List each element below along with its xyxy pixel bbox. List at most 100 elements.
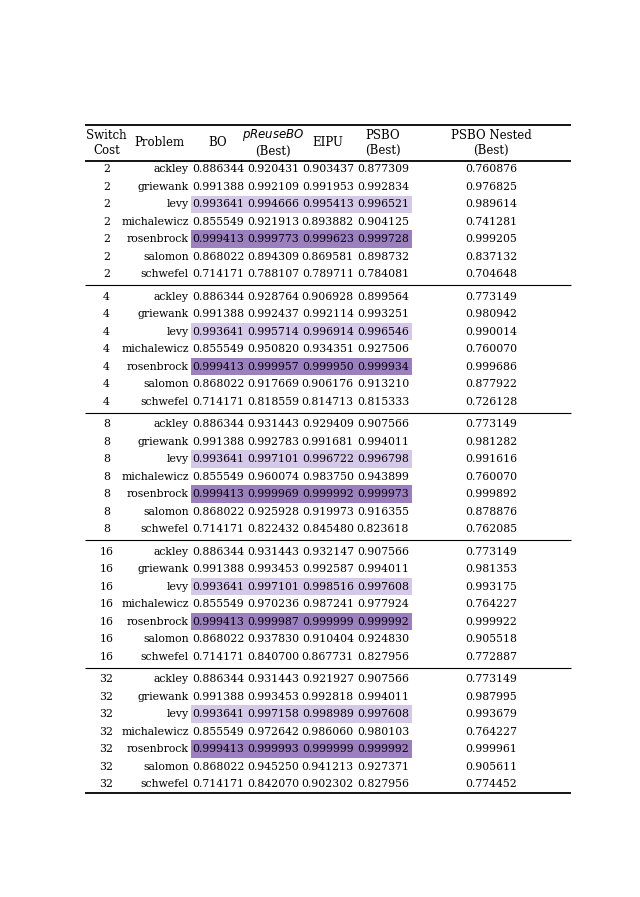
Text: Switch
Cost: Switch Cost [86, 129, 127, 157]
Text: 0.760070: 0.760070 [465, 472, 517, 482]
Text: schwefel: schwefel [141, 651, 189, 662]
Text: 0.991388: 0.991388 [192, 182, 244, 192]
Text: 0.855549: 0.855549 [192, 727, 244, 736]
Text: 0.992114: 0.992114 [301, 309, 354, 319]
Text: 8: 8 [103, 507, 110, 517]
Text: 0.945250: 0.945250 [248, 762, 300, 771]
Text: 4: 4 [103, 327, 110, 336]
Text: 0.925928: 0.925928 [247, 507, 300, 517]
Text: 0.714171: 0.714171 [192, 779, 244, 789]
Text: michalewicz: michalewicz [122, 344, 189, 354]
Text: 32: 32 [99, 710, 113, 719]
Text: 0.774452: 0.774452 [465, 779, 517, 789]
Text: 0.993641: 0.993641 [192, 199, 244, 209]
Text: 0.704648: 0.704648 [465, 269, 517, 279]
Text: michalewicz: michalewicz [122, 599, 189, 609]
Text: 0.934351: 0.934351 [301, 344, 354, 354]
Bar [191, 578, 245, 596]
Text: 0.840700: 0.840700 [247, 651, 300, 662]
Text: 0.837132: 0.837132 [465, 252, 518, 262]
Text: 0.772887: 0.772887 [465, 651, 517, 662]
Text: 4: 4 [103, 379, 110, 389]
Text: 0.931443: 0.931443 [247, 547, 300, 557]
Text: 0.999973: 0.999973 [357, 489, 409, 499]
Text: rosenbrock: rosenbrock [127, 234, 189, 244]
Text: 0.999992: 0.999992 [357, 616, 409, 627]
Text: 0.992818: 0.992818 [301, 692, 354, 701]
Text: 0.999922: 0.999922 [465, 616, 517, 627]
Text: 0.999413: 0.999413 [192, 234, 244, 244]
Text: 2: 2 [103, 252, 110, 262]
Text: 8: 8 [103, 437, 110, 447]
Text: 0.993641: 0.993641 [192, 327, 244, 336]
Text: 0.855549: 0.855549 [192, 344, 244, 354]
Text: 0.910404: 0.910404 [301, 634, 354, 644]
Bar [191, 613, 245, 631]
Text: 0.996722: 0.996722 [301, 454, 354, 465]
Text: 32: 32 [99, 779, 113, 789]
Text: $pReuseBO$
(Best): $pReuseBO$ (Best) [242, 127, 305, 158]
Text: schwefel: schwefel [141, 269, 189, 279]
Text: 0.986060: 0.986060 [301, 727, 354, 736]
Text: 16: 16 [99, 599, 113, 609]
Text: 2: 2 [103, 164, 110, 174]
Text: schwefel: schwefel [141, 396, 189, 406]
Bar [191, 358, 245, 376]
Text: 0.907566: 0.907566 [357, 547, 409, 557]
Text: 0.991616: 0.991616 [465, 454, 517, 465]
Bar [245, 196, 301, 213]
Bar [301, 231, 355, 248]
Text: 0.981353: 0.981353 [465, 564, 517, 574]
Bar [301, 613, 355, 631]
Bar [355, 613, 412, 631]
Text: 0.868022: 0.868022 [192, 762, 244, 771]
Text: 0.981282: 0.981282 [465, 437, 518, 447]
Bar [301, 450, 355, 468]
Text: ackley: ackley [154, 547, 189, 557]
Text: 2: 2 [103, 199, 110, 209]
Bar [301, 740, 355, 758]
Text: 8: 8 [103, 472, 110, 482]
Bar [245, 613, 301, 631]
Bar [191, 323, 245, 341]
Text: schwefel: schwefel [141, 779, 189, 789]
Text: 0.999892: 0.999892 [465, 489, 517, 499]
Text: 0.919973: 0.919973 [302, 507, 354, 517]
Text: 16: 16 [99, 634, 113, 644]
Text: 0.932147: 0.932147 [301, 547, 354, 557]
Text: 0.878876: 0.878876 [465, 507, 517, 517]
Bar [191, 705, 245, 723]
Text: 0.902302: 0.902302 [301, 779, 354, 789]
Text: 0.993453: 0.993453 [248, 564, 300, 574]
Text: 0.903437: 0.903437 [301, 164, 354, 174]
Text: 2: 2 [103, 234, 110, 244]
Text: 0.877309: 0.877309 [357, 164, 409, 174]
Text: 0.993251: 0.993251 [357, 309, 409, 319]
Text: 32: 32 [99, 745, 113, 754]
Text: 0.886344: 0.886344 [192, 164, 244, 174]
Bar [245, 231, 301, 248]
Bar [355, 231, 412, 248]
Text: 0.970236: 0.970236 [247, 599, 300, 609]
Text: 0.855549: 0.855549 [192, 217, 244, 227]
Text: 0.869581: 0.869581 [301, 252, 354, 262]
Text: EIPU: EIPU [312, 136, 343, 149]
Text: 4: 4 [103, 309, 110, 319]
Text: rosenbrock: rosenbrock [127, 489, 189, 499]
Text: 0.999999: 0.999999 [302, 616, 353, 627]
Text: levy: levy [167, 582, 189, 592]
Bar [301, 485, 355, 503]
Text: 0.842070: 0.842070 [247, 779, 300, 789]
Text: salomon: salomon [143, 507, 189, 517]
Text: 0.990014: 0.990014 [465, 327, 517, 336]
Text: 4: 4 [103, 396, 110, 406]
Text: 0.931443: 0.931443 [247, 419, 300, 430]
Text: 0.905611: 0.905611 [465, 762, 517, 771]
Text: 0.997608: 0.997608 [357, 710, 409, 719]
Text: 0.913210: 0.913210 [357, 379, 409, 389]
Text: schwefel: schwefel [141, 524, 189, 534]
Text: 0.998516: 0.998516 [301, 582, 354, 592]
Text: ackley: ackley [154, 292, 189, 301]
Text: 0.773149: 0.773149 [465, 419, 517, 430]
Text: 0.999205: 0.999205 [465, 234, 517, 244]
